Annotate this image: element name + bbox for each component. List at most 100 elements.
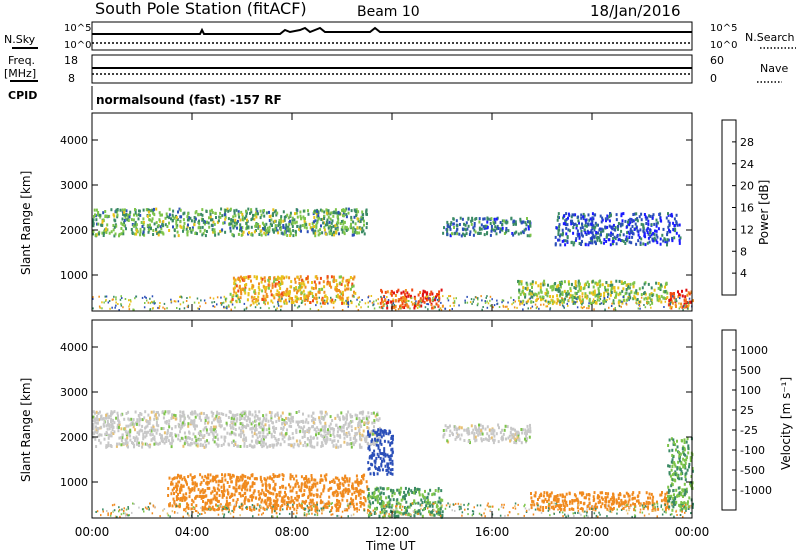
speckle-cell <box>212 305 214 307</box>
speckle-cell <box>442 295 444 297</box>
echo-cell <box>123 211 125 214</box>
echo-cell <box>136 418 138 421</box>
echo-cell <box>306 277 308 280</box>
echo-cell <box>305 444 307 447</box>
echo-cell <box>108 416 110 419</box>
echo-cell <box>290 473 292 476</box>
speckle-cell <box>368 302 370 304</box>
speckle-cell <box>639 308 641 310</box>
echo-cell <box>135 411 137 414</box>
echo-cell <box>300 489 302 492</box>
echo-cell <box>616 242 618 245</box>
echo-cell <box>214 508 216 511</box>
echo-cell <box>366 426 368 429</box>
echo-cell <box>414 297 416 300</box>
echo-cell <box>199 473 201 476</box>
echo-cell <box>305 223 307 226</box>
echo-cell <box>206 428 208 431</box>
echo-cell <box>354 292 356 295</box>
echo-cell <box>313 446 315 449</box>
echo-cell <box>284 502 286 505</box>
echo-cell <box>299 284 301 287</box>
speckle-cell <box>473 301 475 303</box>
echo-cell <box>246 222 248 225</box>
echo-cell <box>625 238 627 241</box>
speckle-cell <box>359 301 361 303</box>
echo-cell <box>366 222 368 225</box>
echo-cell <box>296 212 298 215</box>
speckle-cell <box>210 297 212 299</box>
echo-cell <box>342 277 344 280</box>
echo-cell <box>168 229 170 232</box>
echo-cell <box>418 491 420 494</box>
echo-cell <box>465 228 467 231</box>
echo-cell <box>176 486 178 489</box>
speckle-cell <box>613 308 615 310</box>
echo-cell <box>484 217 486 220</box>
echo-cell <box>194 220 196 223</box>
echo-cell <box>578 280 580 283</box>
echo-cell <box>166 213 168 216</box>
echo-cell <box>584 231 586 234</box>
echo-cell <box>630 283 632 286</box>
speckle-cell <box>175 301 177 303</box>
echo-cell <box>315 276 317 279</box>
echo-cell <box>149 445 151 448</box>
speckle-cell <box>223 302 225 304</box>
echo-cell <box>162 224 164 227</box>
speckle-cell <box>593 308 595 310</box>
echo-cell <box>456 232 458 235</box>
echo-cell <box>310 508 312 511</box>
echo-cell <box>221 486 223 489</box>
speckle-cell <box>465 302 467 304</box>
echo-cell <box>371 422 373 425</box>
speckle-cell <box>371 295 373 297</box>
speckle-cell <box>576 298 578 300</box>
echo-cell <box>466 232 468 235</box>
echo-cell <box>656 222 658 225</box>
echo-cell <box>321 288 323 291</box>
echo-cell <box>379 515 381 518</box>
speckle-cell <box>567 305 569 307</box>
speckle-cell <box>639 305 641 307</box>
speckle-cell <box>183 301 185 303</box>
echo-cell <box>663 296 665 299</box>
speckle-cell <box>562 302 564 304</box>
echo-cell <box>302 436 304 439</box>
echo-cell <box>268 491 270 494</box>
speckle-cell <box>419 306 421 308</box>
echo-cell <box>149 433 151 436</box>
echo-cell <box>213 498 215 501</box>
echo-cell <box>298 485 300 488</box>
echo-cell <box>234 279 236 282</box>
echo-cell <box>356 503 358 506</box>
echo-cell <box>619 292 621 295</box>
echo-cell <box>208 433 210 436</box>
echo-cell <box>367 411 369 414</box>
echo-cell <box>255 419 257 422</box>
echo-cell <box>577 216 579 219</box>
echo-cell <box>307 209 309 212</box>
echo-cell <box>297 276 299 279</box>
echo-cell <box>311 419 313 422</box>
echo-cell <box>268 424 270 427</box>
echo-cell <box>605 217 607 220</box>
echo-cell <box>547 294 549 297</box>
echo-cell <box>182 411 184 414</box>
speckle-cell <box>454 300 456 302</box>
echo-cell <box>581 232 583 235</box>
echo-cell <box>644 213 646 216</box>
echo-cell <box>350 225 352 228</box>
speckle-cell <box>450 305 452 307</box>
echo-cell <box>129 216 131 219</box>
echo-cell <box>233 282 235 285</box>
echo-cell <box>183 414 185 417</box>
echo-cell <box>181 489 183 492</box>
speckle-cell <box>488 302 490 304</box>
echo-cell <box>224 231 226 234</box>
echo-cell <box>395 294 397 297</box>
echo-cell <box>350 442 352 445</box>
echo-cell <box>100 415 102 418</box>
speckle-cell <box>575 301 577 303</box>
echo-cell <box>208 226 210 229</box>
